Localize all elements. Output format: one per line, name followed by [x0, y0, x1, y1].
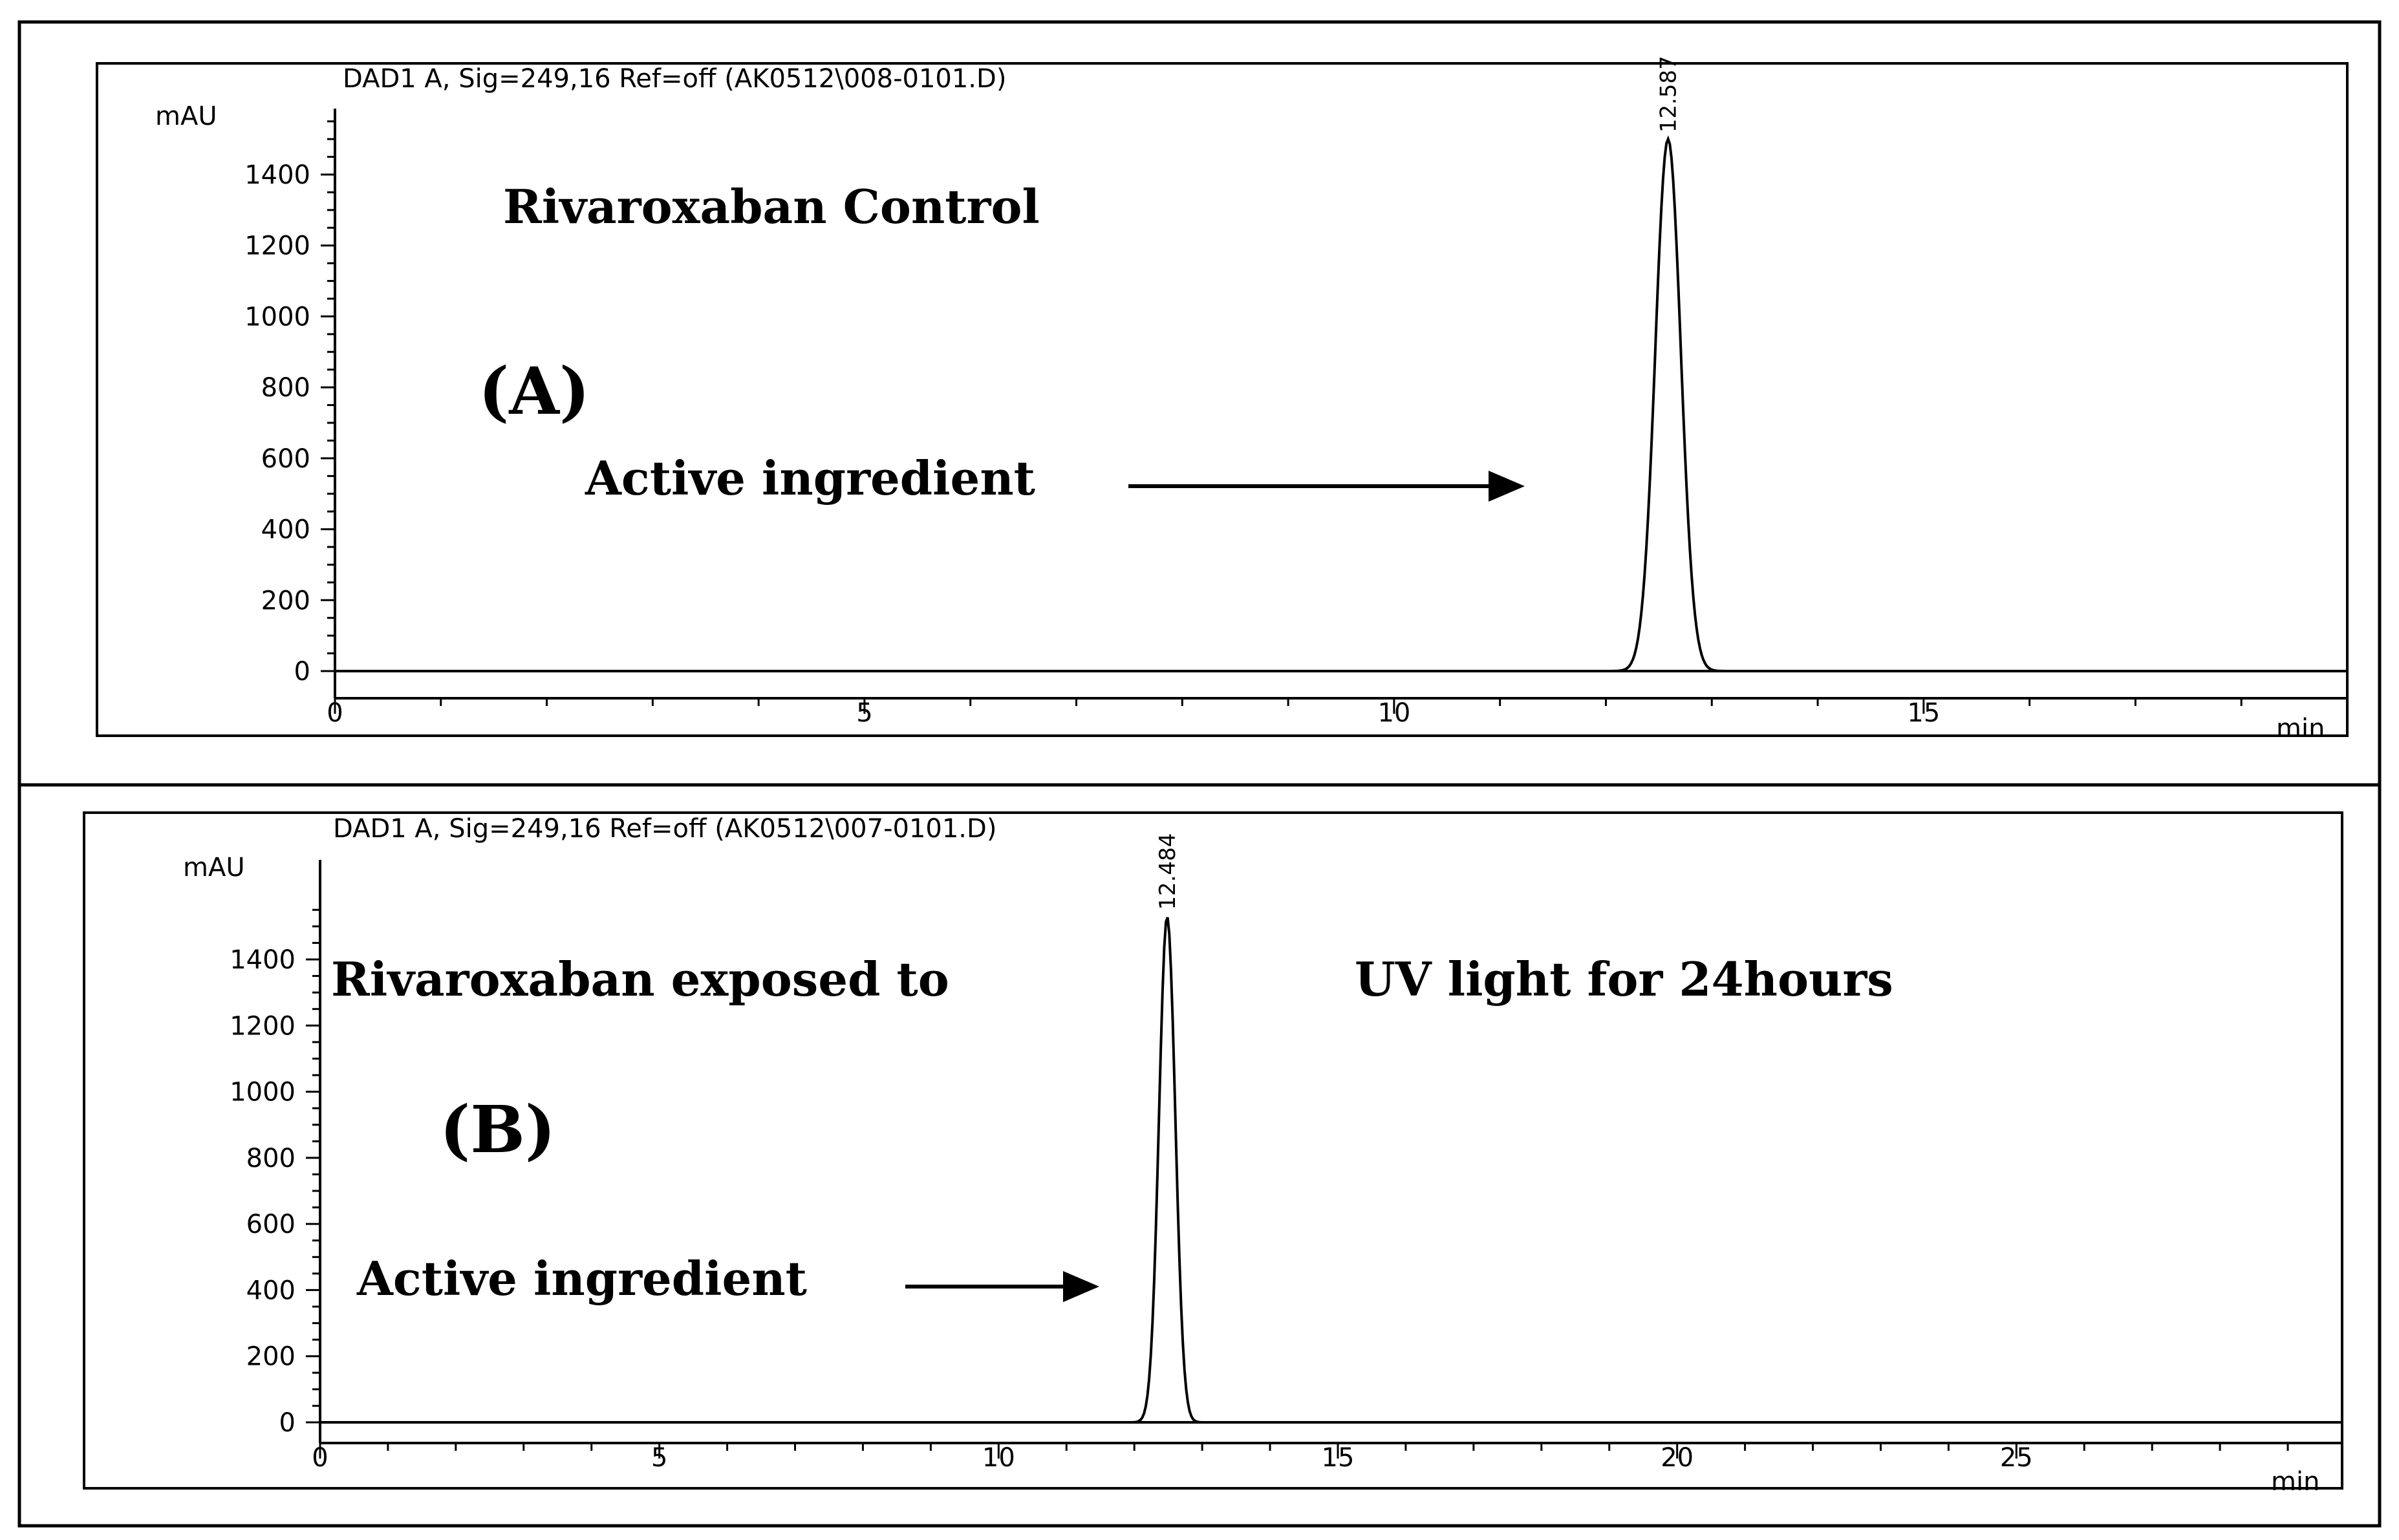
- panel-b-letter: (B): [440, 1091, 555, 1168]
- panel-a-y-tick-label: 800: [261, 373, 310, 403]
- panel-a-x-tick-label: 5: [856, 698, 872, 728]
- panel-a-trace: [335, 135, 2347, 672]
- panel-a-title: Rivaroxaban Control: [503, 179, 1040, 234]
- panel-b-y-tick-label: 0: [279, 1408, 296, 1438]
- panel-b-frame: [17, 783, 2382, 1528]
- panel-a-x-tick-label: 0: [327, 698, 343, 728]
- panel-a-signal-label: DAD1 A, Sig=249,16 Ref=off (AK0512\008-0…: [343, 64, 1006, 94]
- panel-a: DAD1 A, Sig=249,16 Ref=off (AK0512\008-0…: [96, 56, 2349, 743]
- panel-a-y-tick-label: 0: [294, 657, 310, 687]
- panel-a-x-axis-label: min: [2276, 714, 2325, 743]
- panel-b-arrowhead: [1063, 1271, 1099, 1302]
- panel-a-y-axis-label: mAU: [155, 102, 217, 131]
- panel-a-peak-label: 12.587: [1656, 56, 1682, 133]
- panel-b-y-tick-label: 200: [246, 1342, 296, 1372]
- panel-a-annotation: Active ingredient: [585, 451, 1035, 506]
- panel-a-y-tick-label: 1000: [244, 302, 310, 332]
- panel-b-peak-label: 12.484: [1155, 833, 1181, 910]
- panel-a-y-tick-label: 600: [261, 444, 310, 474]
- panel-b-trace: [320, 917, 2342, 1424]
- panel-b: DAD1 A, Sig=249,16 Ref=off (AK0512\007-0…: [83, 811, 2343, 1497]
- panel-a-plot-box: [96, 62, 2349, 737]
- panel-b-axes: 0 200 400 600 800 1000 1200 1400 0 5 10 15 20 25 12.48…: [230, 833, 2342, 1473]
- panel-a-y-tick-label: 1200: [244, 231, 310, 261]
- panel-b-x-axis-label: min: [2271, 1467, 2319, 1497]
- panel-b-y-axis-label: mAU: [183, 853, 245, 882]
- panel-b-x-tick-label: 0: [312, 1443, 328, 1473]
- panel-b-y-tick-label: 600: [246, 1210, 296, 1239]
- panel-a-axes: 0 200 400 600 800 1000 1200 1400 0 5 10 15 12.587: [244, 56, 2349, 728]
- panel-b-y-tick-label: 1000: [230, 1078, 296, 1107]
- panel-b-x-tick-label: 15: [1322, 1443, 1355, 1473]
- panel-b-title: Rivaroxaban exposed to: [331, 952, 949, 1007]
- panel-b-y-tick-label: 1400: [230, 945, 296, 975]
- panel-a-arrowhead: [1489, 471, 1525, 502]
- panel-b-signal-label: DAD1 A, Sig=249,16 Ref=off (AK0512\007-0…: [333, 814, 996, 844]
- panel-a-letter: (A): [479, 353, 590, 429]
- panel-b-y-tick-label: 800: [246, 1144, 296, 1173]
- panel-b-y-tick-label: 1200: [230, 1011, 296, 1041]
- panel-b-plot-box: [83, 811, 2343, 1490]
- panel-b-x-tick-label: 20: [1661, 1443, 1694, 1473]
- panel-b-title-right: UV light for 24hours: [1355, 952, 1893, 1007]
- panel-a-x-tick-label: 10: [1377, 698, 1410, 728]
- panel-a-x-tick-label: 15: [1907, 698, 1940, 728]
- panel-b-x-tick-label: 10: [982, 1443, 1015, 1473]
- panel-a-y-tick-label: 200: [261, 586, 310, 615]
- panel-b-x-tick-label: 5: [651, 1443, 667, 1473]
- panel-b-y-tick-label: 400: [246, 1276, 296, 1305]
- panel-b-annotation: Active ingredient: [356, 1251, 807, 1306]
- panel-a-y-tick-label: 1400: [244, 160, 310, 190]
- panel-b-x-tick-label: 25: [2000, 1443, 2033, 1473]
- panel-a-y-tick-label: 400: [261, 515, 310, 545]
